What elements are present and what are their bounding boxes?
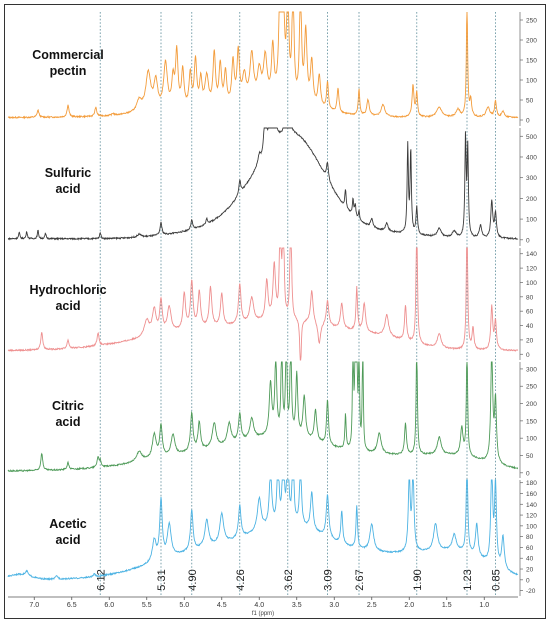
reference-label: 2.67 xyxy=(354,569,366,590)
y-tick-label: 0 xyxy=(526,237,530,244)
reference-label: 4.90 xyxy=(187,569,199,590)
spectrum-label-line: Hydrochloric xyxy=(29,283,107,298)
x-tick-label: 7.0 xyxy=(29,602,39,609)
spectrum-line-hydrochloric-acid xyxy=(7,247,519,361)
reference-label: 5.31 xyxy=(156,569,168,590)
y-tick-label: 0 xyxy=(526,118,530,125)
spectrum-label-line: acid xyxy=(55,415,81,430)
x-tick-label: 3.0 xyxy=(329,602,339,609)
spectrum-label-line: acid xyxy=(55,182,81,197)
spectrum-label-line: Commercial xyxy=(32,48,104,63)
spectrum-label-line: pectin xyxy=(49,64,87,79)
y-tick-label: -20 xyxy=(526,588,536,595)
spectrum-label-line: Citric xyxy=(52,399,84,414)
reference-label: 3.62 xyxy=(283,569,295,590)
reference-label: 0.85 xyxy=(491,569,503,590)
spectrum-label-hydrochloric-acid: Hydrochloric acid xyxy=(8,282,128,314)
spectrum-label-line: acid xyxy=(55,533,81,548)
spectrum-line-sulfuric-acid xyxy=(7,127,519,241)
y-tick-label: 50 xyxy=(526,98,534,105)
y-tick-label: 300 xyxy=(526,366,537,373)
reference-label: 4.26 xyxy=(235,569,247,590)
y-tick-label: 140 xyxy=(526,251,537,258)
spectrum-line-commercial-pectin xyxy=(7,11,519,120)
x-tick-label: 4.5 xyxy=(217,602,227,609)
y-tick-label: 40 xyxy=(526,556,534,563)
y-tick-label: 120 xyxy=(526,266,537,273)
x-tick-label: 2.0 xyxy=(404,602,414,609)
y-tick-label: 100 xyxy=(526,78,537,85)
x-tick-label: 2.5 xyxy=(367,602,377,609)
y-tick-label: 0 xyxy=(526,352,530,359)
x-tick-label: 1.0 xyxy=(479,602,489,609)
x-tick-label: 6.0 xyxy=(104,602,114,609)
y-tick-label: 100 xyxy=(526,217,537,224)
y-tick-label: 200 xyxy=(526,38,537,45)
spectrum-label-line: acid xyxy=(55,299,81,314)
spectrum-label-citric-acid: Citric acid xyxy=(8,398,128,430)
y-axes: 0501001502002500100200300400500020406080… xyxy=(519,12,537,596)
y-tick-label: 300 xyxy=(526,175,537,182)
y-tick-label: 40 xyxy=(526,323,534,330)
y-tick-label: 400 xyxy=(526,154,537,161)
y-tick-label: 0 xyxy=(526,577,530,584)
spectrum-label-line: Sulfuric xyxy=(44,166,92,181)
spectrum-label-line: Acetic xyxy=(49,517,87,532)
y-tick-label: 250 xyxy=(526,18,537,25)
x-axis-title: f1 (ppm) xyxy=(252,611,274,617)
y-tick-label: 20 xyxy=(526,567,534,574)
y-tick-label: 60 xyxy=(526,545,534,552)
x-axis: 7.0 6.5 6.0 5.5 5.0 4.5 4.0 3.5 3.0 2.5 2.0 1.5 1.0 f… xyxy=(8,596,518,617)
y-tick-label: 180 xyxy=(526,480,537,487)
y-tick-label: 0 xyxy=(526,470,530,477)
spectrum-line-acetic-acid xyxy=(7,479,519,581)
y-tick-label: 160 xyxy=(526,491,537,498)
y-tick-label: 60 xyxy=(526,309,534,316)
y-tick-label: 200 xyxy=(526,401,537,408)
y-tick-label: 500 xyxy=(526,134,537,141)
y-tick-label: 50 xyxy=(526,453,534,460)
reference-label: 3.09 xyxy=(323,569,335,590)
y-tick-label: 150 xyxy=(526,58,537,65)
reference-label: 1.23 xyxy=(462,569,474,590)
y-tick-label: 250 xyxy=(526,384,537,391)
spectra-group xyxy=(7,11,519,581)
y-tick-label: 100 xyxy=(526,436,537,443)
y-tick-label: 100 xyxy=(526,523,537,530)
y-tick-label: 80 xyxy=(526,534,534,541)
x-tick-label: 1.5 xyxy=(442,602,452,609)
y-tick-label: 120 xyxy=(526,513,537,520)
spectrum-line-citric-acid xyxy=(7,361,519,473)
y-tick-label: 20 xyxy=(526,337,534,344)
figure-border xyxy=(4,4,546,619)
spectrum-label-sulfuric-acid: Sulfuric acid xyxy=(8,165,128,197)
reference-label: 1.90 xyxy=(412,569,424,590)
x-tick-label: 4.0 xyxy=(254,602,264,609)
y-tick-label: 80 xyxy=(526,294,534,301)
spectrum-label-commercial-pectin: Commercial pectin xyxy=(8,47,128,79)
reference-label: 6.12 xyxy=(95,569,107,590)
x-tick-label: 5.5 xyxy=(142,602,152,609)
spectrum-label-acetic-acid: Acetic acid xyxy=(8,516,128,548)
y-tick-label: 100 xyxy=(526,280,537,287)
x-tick-label: 6.5 xyxy=(67,602,77,609)
y-tick-label: 150 xyxy=(526,418,537,425)
y-tick-label: 140 xyxy=(526,502,537,509)
x-tick-label: 5.0 xyxy=(179,602,189,609)
x-tick-label: 3.5 xyxy=(292,602,302,609)
y-tick-label: 200 xyxy=(526,196,537,203)
